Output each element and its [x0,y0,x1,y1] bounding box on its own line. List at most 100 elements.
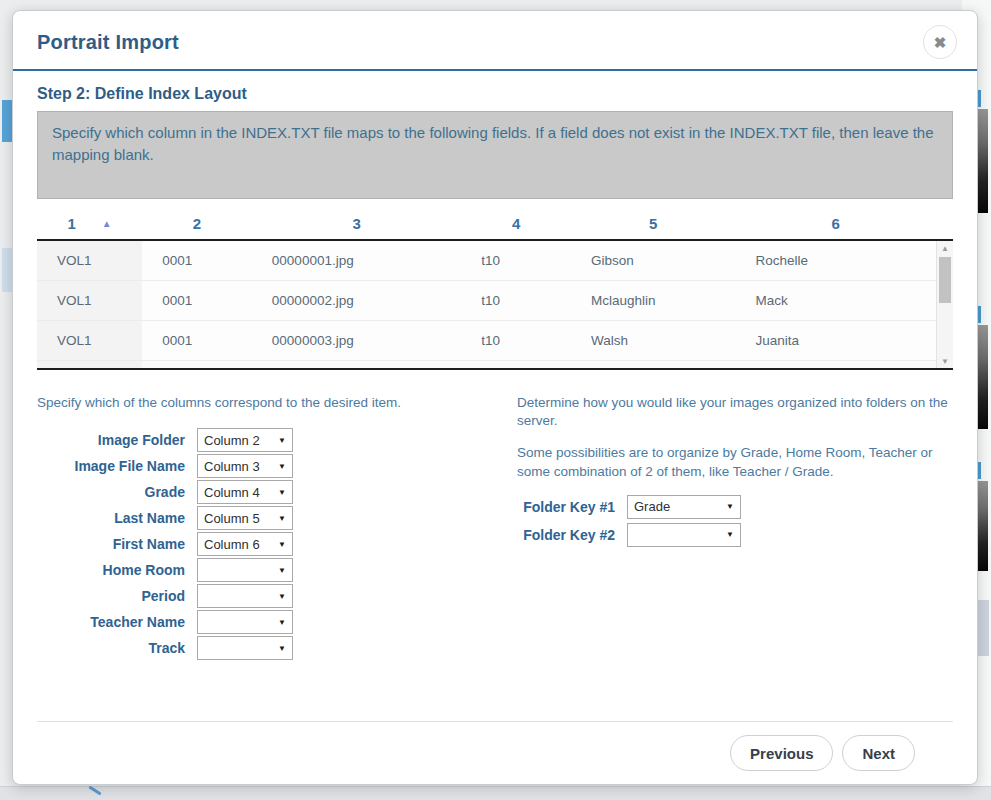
select-value: Grade [634,499,722,514]
scroll-up-button[interactable]: ▲ [937,241,953,255]
dropdown-arrow-icon: ▼ [278,488,286,497]
select-value: Column 2 [204,433,274,448]
table-row: VOL1 0001 00000001.jpg t10 Gibson Rochel… [37,241,936,281]
column-header-5[interactable]: 5 [571,215,736,232]
table-row-partial [37,361,936,368]
field-row-grade: Grade Column 4 ▼ [37,480,507,504]
column-header-6[interactable]: 6 [735,215,936,232]
table-cell: 00000001.jpg [252,253,461,268]
column-header-3[interactable]: 3 [252,215,461,232]
previous-button[interactable]: Previous [730,735,833,771]
dropdown-arrow-icon: ▼ [278,436,286,445]
table-cell: t10 [461,293,571,308]
step-heading: Step 2: Define Index Layout [37,85,953,103]
dropdown-arrow-icon: ▼ [726,502,734,511]
dropdown-arrow-icon: ▼ [278,592,286,601]
scroll-down-button[interactable]: ▼ [937,354,953,368]
table-cell: 0001 [142,293,252,308]
dropdown-arrow-icon: ▼ [278,644,286,653]
field-label: Folder Key #2 [517,527,615,543]
mapping-intro: Specify which of the columns correspond … [37,394,507,412]
dialog-body: Step 2: Define Index Layout Specify whic… [13,71,977,784]
background-nav-tab-light [2,248,12,292]
table-cell: 00000002.jpg [252,293,461,308]
column-header-4[interactable]: 4 [461,215,571,232]
field-label: Period [37,588,185,604]
table-body: VOL1 0001 00000001.jpg t10 Gibson Rochel… [37,239,953,370]
folder-key-2-select[interactable]: ▼ [627,523,741,547]
table-cell: 0001 [142,253,252,268]
dropdown-arrow-icon: ▼ [726,530,734,539]
table-row: VOL1 0001 00000003.jpg t10 Walsh Juanita [37,321,936,361]
table-cell: 0001 [142,333,252,348]
field-label: Grade [37,484,185,500]
table-cell: Mclaughlin [571,293,736,308]
home-room-select[interactable]: ▼ [197,558,293,582]
field-row-image-folder: Image Folder Column 2 ▼ [37,428,507,452]
table-cell: Mack [735,293,936,308]
field-label: Image Folder [37,432,185,448]
table-cell: t10 [461,333,571,348]
image-file-name-select[interactable]: Column 3 ▼ [197,454,293,478]
folders-intro-1: Determine how you would like your images… [517,394,953,430]
sort-asc-icon: ▲ [102,218,112,229]
table-cell: t10 [461,253,571,268]
field-label: Folder Key #1 [517,499,615,515]
table-cell: VOL1 [37,241,142,280]
field-row-folder-key-2: Folder Key #2 ▼ [517,523,953,547]
field-label: Track [37,640,185,656]
dropdown-arrow-icon: ▼ [278,514,286,523]
table-cell: Rochelle [735,253,936,268]
column-header-label: 1 [67,215,75,232]
close-icon: ✖ [934,35,947,50]
period-select[interactable]: ▼ [197,584,293,608]
image-folder-select[interactable]: Column 2 ▼ [197,428,293,452]
dialog-title: Portrait Import [37,31,179,54]
info-banner: Specify which column in the INDEX.TXT fi… [37,111,953,199]
next-button[interactable]: Next [842,735,915,771]
dropdown-arrow-icon: ▼ [278,540,286,549]
table-row: VOL1 0001 00000002.jpg t10 Mclaughlin Ma… [37,281,936,321]
teacher-name-select[interactable]: ▼ [197,610,293,634]
dropdown-arrow-icon: ▼ [278,618,286,627]
column-mapping-section: Specify which of the columns correspond … [37,394,507,662]
column-header-2[interactable]: 2 [142,215,252,232]
select-value: Column 3 [204,459,274,474]
grade-select[interactable]: Column 4 ▼ [197,480,293,504]
field-row-teacher-name: Teacher Name ▼ [37,610,507,634]
field-row-home-room: Home Room ▼ [37,558,507,582]
first-name-select[interactable]: Column 6 ▼ [197,532,293,556]
table-cell: Juanita [735,333,936,348]
table-header-row: 1▲ 2 3 4 5 6 [37,207,953,239]
field-label: Image File Name [37,458,185,474]
dialog-footer: Previous Next [37,721,953,784]
close-button[interactable]: ✖ [923,25,957,59]
background-toolbar [0,786,991,800]
last-name-select[interactable]: Column 5 ▼ [197,506,293,530]
dropdown-arrow-icon: ▼ [278,462,286,471]
field-row-last-name: Last Name Column 5 ▼ [37,506,507,530]
select-value: Column 5 [204,511,274,526]
field-row-folder-key-1: Folder Key #1 Grade ▼ [517,495,953,519]
folder-key-1-select[interactable]: Grade ▼ [627,495,741,519]
field-row-period: Period ▼ [37,584,507,608]
index-preview-table: 1▲ 2 3 4 5 6 VOL1 0001 00000001.jpg t10 … [37,207,953,370]
table-scrollbar[interactable]: ▲ ▼ [936,241,953,368]
select-value: Column 4 [204,485,274,500]
column-header-1[interactable]: 1▲ [37,215,142,232]
dropdown-arrow-icon: ▼ [278,566,286,575]
table-cell: VOL1 [37,321,142,360]
table-cell: VOL1 [37,281,142,320]
folders-intro-2: Some possibilities are to organize by Gr… [517,444,953,480]
track-select[interactable]: ▼ [197,636,293,660]
folder-organization-section: Determine how you would like your images… [517,394,953,662]
select-value: Column 6 [204,537,274,552]
field-label: Last Name [37,510,185,526]
portrait-import-dialog: Portrait Import ✖ Step 2: Define Index L… [12,10,978,785]
field-label: First Name [37,536,185,552]
background-toolbar-icon [88,786,101,796]
field-label: Home Room [37,562,185,578]
scrollbar-thumb[interactable] [939,257,951,303]
table-cell: Gibson [571,253,736,268]
field-row-first-name: First Name Column 6 ▼ [37,532,507,556]
